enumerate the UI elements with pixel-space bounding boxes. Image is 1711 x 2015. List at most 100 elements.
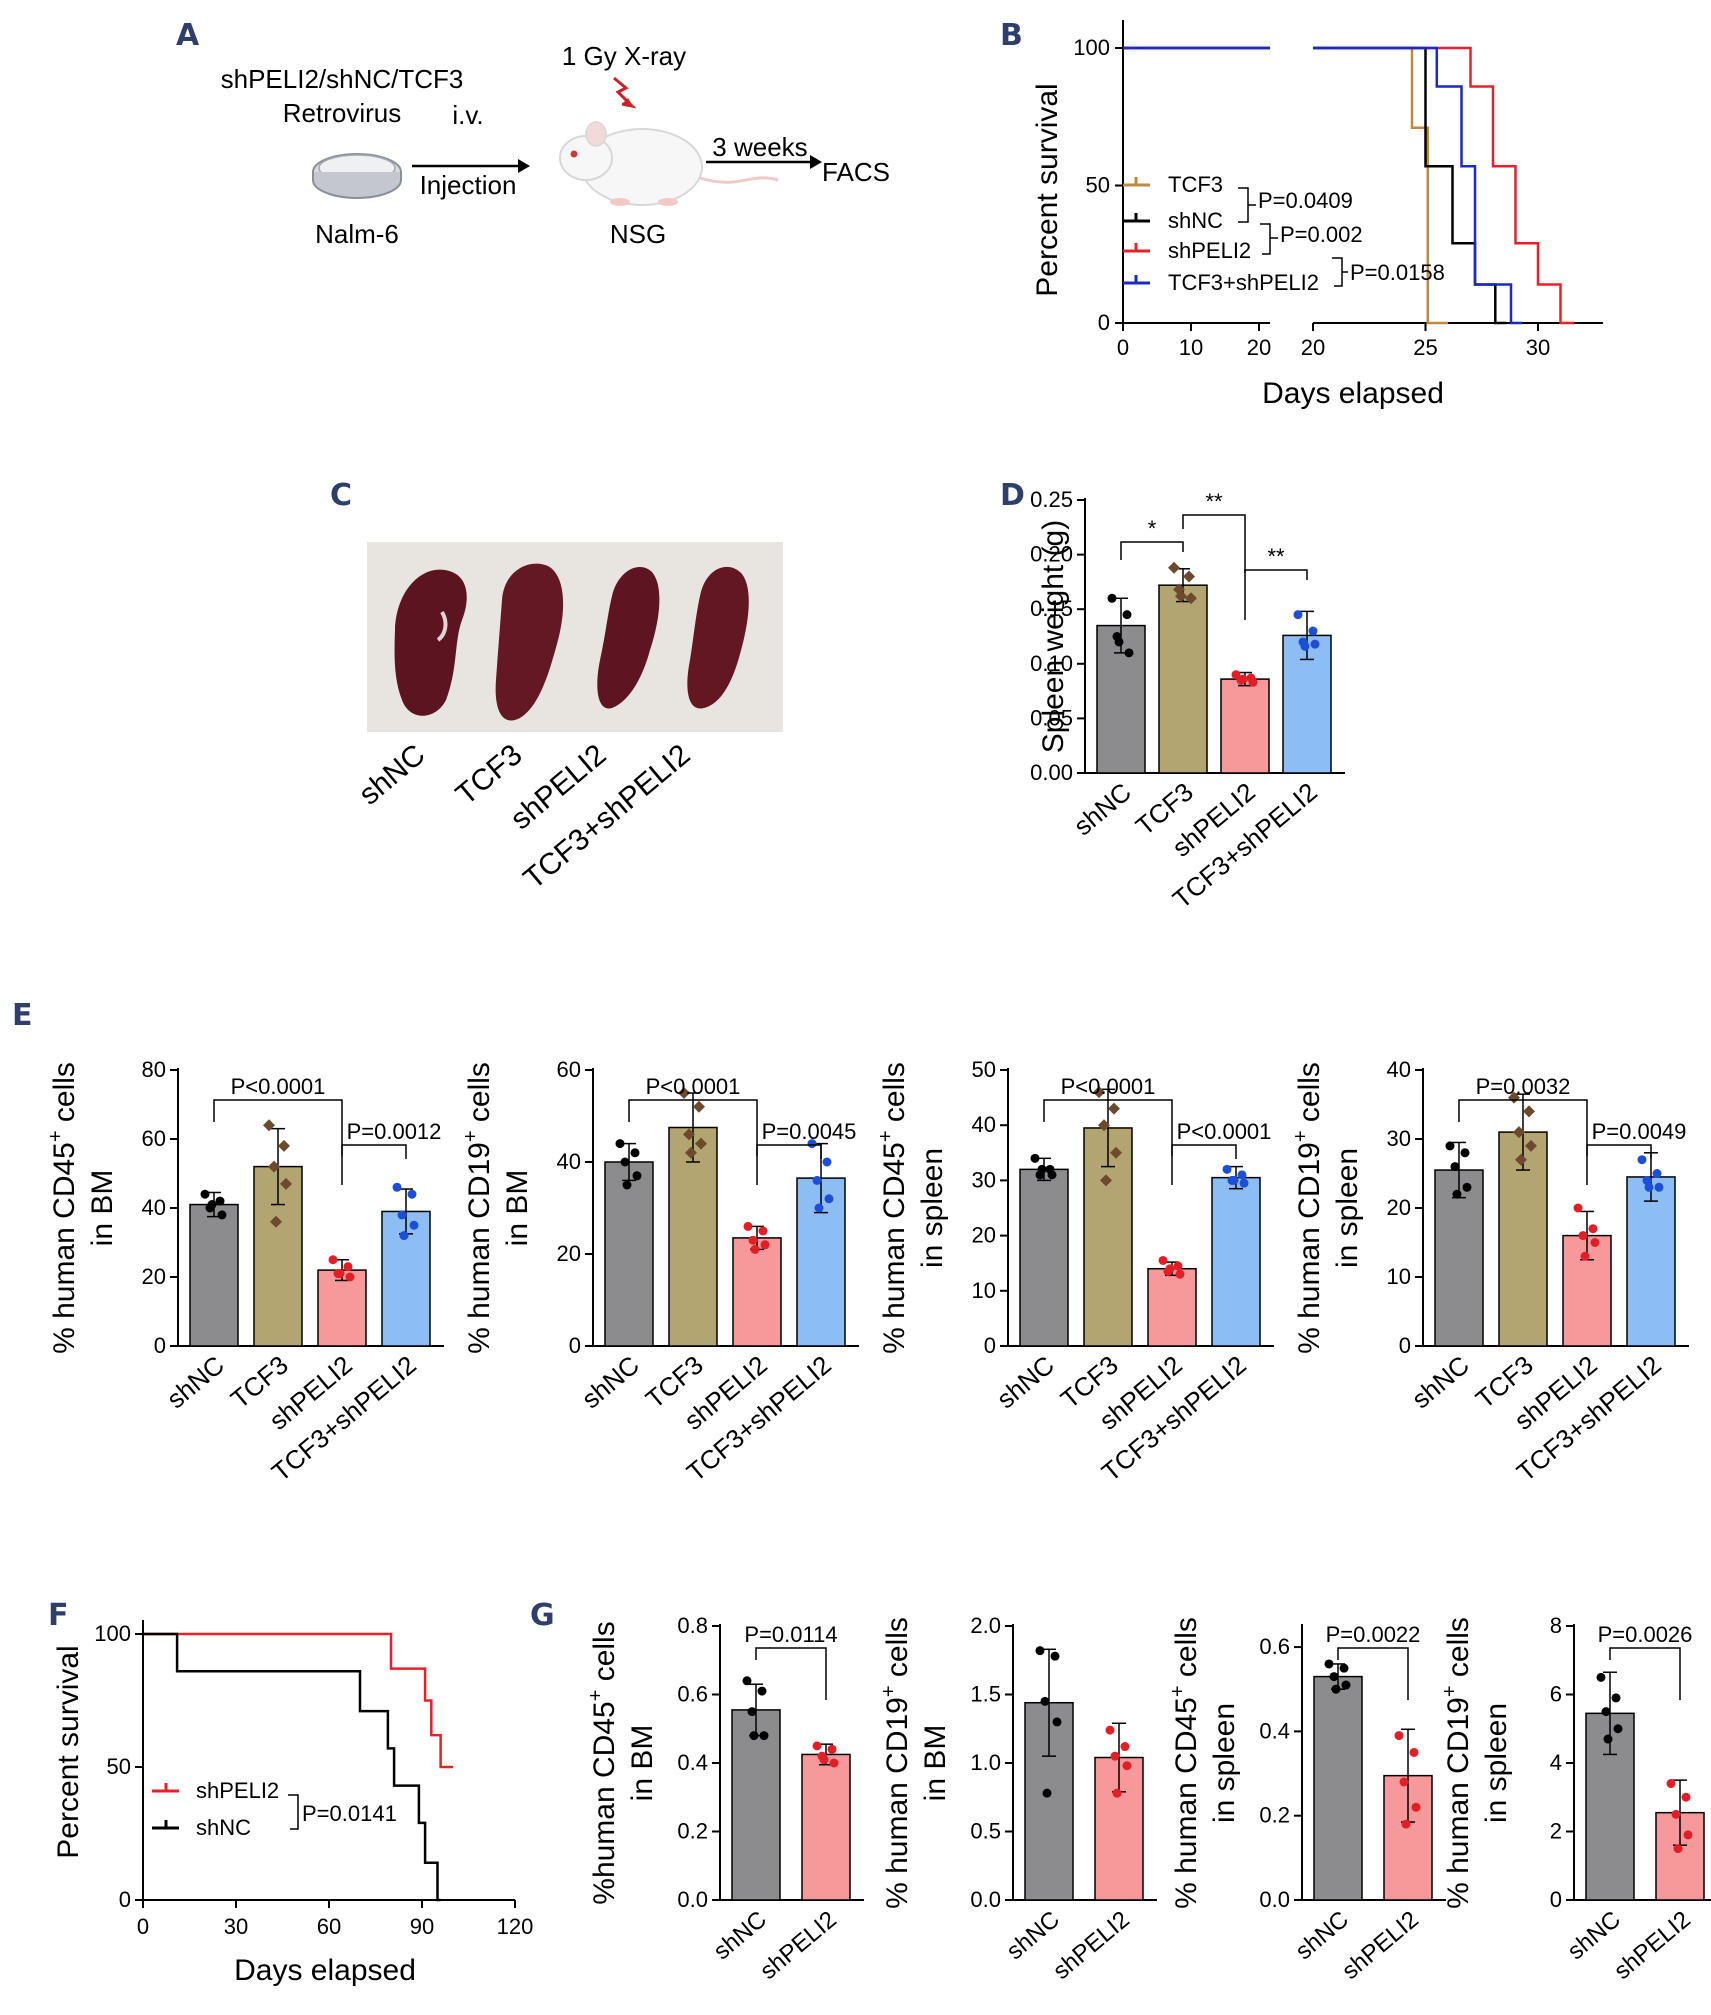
G1-point	[829, 1758, 839, 1768]
E2-p-value-1: P<0.0001	[646, 1074, 741, 1099]
E2-point	[632, 1171, 642, 1181]
f-ticks: 0 50 100 0 30 60 90 120	[94, 1621, 533, 1939]
E3-x-label-1: shNC	[991, 1350, 1060, 1415]
f-y-axis-title: Percent survival	[52, 1645, 85, 1858]
G1-point	[819, 1755, 829, 1765]
f-legend-shpeli2: shPELI2	[196, 1778, 279, 1803]
E3-point	[1108, 1102, 1120, 1115]
E1-point	[345, 1272, 355, 1282]
E4-point	[1445, 1141, 1455, 1151]
b-legend-combo: TCF3+shPELI2	[1168, 270, 1319, 295]
G1-point	[827, 1744, 837, 1754]
G4-point	[1666, 1779, 1676, 1789]
panel-f-survival: Percent survival 0 50 100 0 30 60 90 120 Days e…	[52, 1620, 533, 1987]
E3-point	[1222, 1164, 1232, 1174]
d-sig-3-bracket	[1244, 569, 1308, 620]
E4-point	[1637, 1155, 1647, 1165]
lightning-arrowhead	[622, 98, 634, 108]
G2-x-label-2: shPELI2	[1048, 1906, 1135, 1985]
G3-y-tick-label: 0.2	[1259, 1803, 1290, 1828]
virus-label-line2: Retrovirus	[283, 98, 401, 128]
E2-p-value-2-bracket	[756, 1144, 822, 1185]
E4-point	[1573, 1203, 1583, 1213]
E2-point	[743, 1221, 753, 1231]
G2-point	[1052, 1717, 1062, 1727]
E1-point	[392, 1182, 402, 1192]
E2-y-tick-label: 20	[557, 1241, 581, 1266]
G3-y-tick-label: 0.0	[1259, 1887, 1290, 1912]
f-x-tick-label: 120	[497, 1914, 534, 1939]
D-x-label-1: shNC	[1068, 777, 1137, 842]
f-line-shNC	[143, 1632, 441, 1902]
f-x-tick-label: 90	[410, 1914, 434, 1939]
host-label: NSG	[610, 219, 666, 249]
b-legend: TCF3 shNC shPELI2 TCF3+shPELI2	[1123, 172, 1319, 295]
E2-point	[824, 1194, 834, 1204]
E4-y-tick-label: 10	[1387, 1264, 1411, 1289]
G4-y-tick-label: 2	[1550, 1819, 1562, 1844]
G3-point	[1401, 1819, 1411, 1829]
E2-point	[630, 1148, 640, 1158]
E1-y-tick-label: 20	[142, 1264, 166, 1289]
G4-y-tick-label: 8	[1550, 1613, 1562, 1638]
b-y-ticks: 0 50 100	[1073, 35, 1123, 335]
E3-y-axis-title: % human CD45+ cells	[875, 1062, 911, 1354]
E4-point	[1525, 1139, 1537, 1152]
E2-bar-shNC	[604, 1161, 654, 1347]
E3-p-value-2-bracket	[1171, 1144, 1237, 1185]
b-survival-lines	[1123, 46, 1574, 325]
E1-bar-shNC	[189, 1203, 239, 1347]
E4-point	[1452, 1189, 1462, 1199]
E1-p-value-1: P<0.0001	[231, 1074, 326, 1099]
G1-y-tick-label: 0.4	[677, 1750, 708, 1775]
spleen-2	[495, 563, 564, 721]
E2-point	[620, 1157, 630, 1167]
G1-y-tick-label: 0.8	[677, 1613, 708, 1638]
photo-label-1: shNC	[353, 738, 432, 811]
G4-point	[1611, 1693, 1621, 1703]
G4-y-tick-label: 4	[1550, 1750, 1562, 1775]
f-x-tick-label: 0	[137, 1914, 149, 1939]
panel-a-schematic: A shPELI2/shNC/TCF3 Retrovirus Nalm-6 i.…	[176, 18, 890, 249]
G1-bar-shPELI2	[801, 1753, 851, 1901]
panel-label-a: A	[176, 18, 200, 53]
E1-point	[280, 1177, 292, 1190]
E2-point	[615, 1139, 625, 1149]
E4-y-tick-label: 30	[1387, 1126, 1411, 1151]
panel-label-d: D	[1000, 478, 1025, 513]
E4-p-value-2-bracket	[1586, 1144, 1652, 1185]
E1-point	[335, 1269, 345, 1279]
b-line-TCF3+shPELI2	[1313, 46, 1523, 325]
E1-p-value-1-bracket	[213, 1099, 343, 1156]
E3-point	[1173, 1261, 1183, 1271]
G1-p-value-bracket	[755, 1647, 827, 1700]
G2-y-tick-label: 2.0	[970, 1613, 1001, 1638]
G2-point	[1120, 1742, 1130, 1752]
E1-p-value-2: P=0.0012	[347, 1119, 442, 1144]
E4-point	[1652, 1169, 1662, 1178]
E3-point	[1229, 1175, 1239, 1185]
b-y-tick-label: 100	[1073, 35, 1110, 60]
E2-bar-shPELI2	[732, 1237, 782, 1347]
D-point	[1185, 592, 1197, 605]
E1-point	[278, 1139, 290, 1152]
E3-y-tick-label: 50	[972, 1057, 996, 1082]
panel-label-c: C	[330, 478, 352, 513]
E3-point	[1100, 1174, 1112, 1187]
b-x-axis-title: Days elapsed	[1262, 377, 1444, 410]
E1-point	[270, 1215, 282, 1228]
E3-p-value-1: P<0.0001	[1061, 1074, 1156, 1099]
E3-point	[1239, 1178, 1249, 1188]
G2-y-tick-label: 1.0	[970, 1750, 1001, 1775]
G1-y-axis-title: %human CD45+ cells	[585, 1621, 621, 1904]
E3-y-tick-label: 10	[972, 1278, 996, 1303]
E2-point	[693, 1100, 705, 1113]
b-p-brackets: P=0.0409 P=0.002 P=0.0158	[1238, 187, 1445, 287]
E2-y-tick-label: 0	[569, 1333, 581, 1358]
E2-point	[750, 1244, 760, 1254]
D-point	[1248, 677, 1258, 687]
route-label-line2: Injection	[420, 170, 517, 200]
E3-y-tick-label: 30	[972, 1167, 996, 1192]
